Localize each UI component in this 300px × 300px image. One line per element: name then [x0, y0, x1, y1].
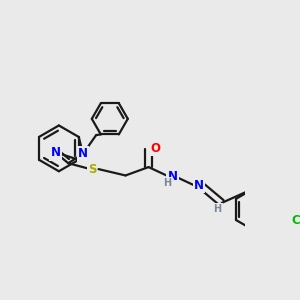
Text: N: N: [167, 170, 177, 183]
Text: N: N: [51, 146, 61, 159]
Text: H: H: [214, 204, 222, 214]
Text: H: H: [164, 178, 172, 188]
Text: O: O: [150, 142, 160, 155]
Text: S: S: [88, 163, 96, 176]
Text: N: N: [194, 179, 204, 192]
Text: Cl: Cl: [291, 214, 300, 226]
Text: N: N: [78, 147, 88, 160]
